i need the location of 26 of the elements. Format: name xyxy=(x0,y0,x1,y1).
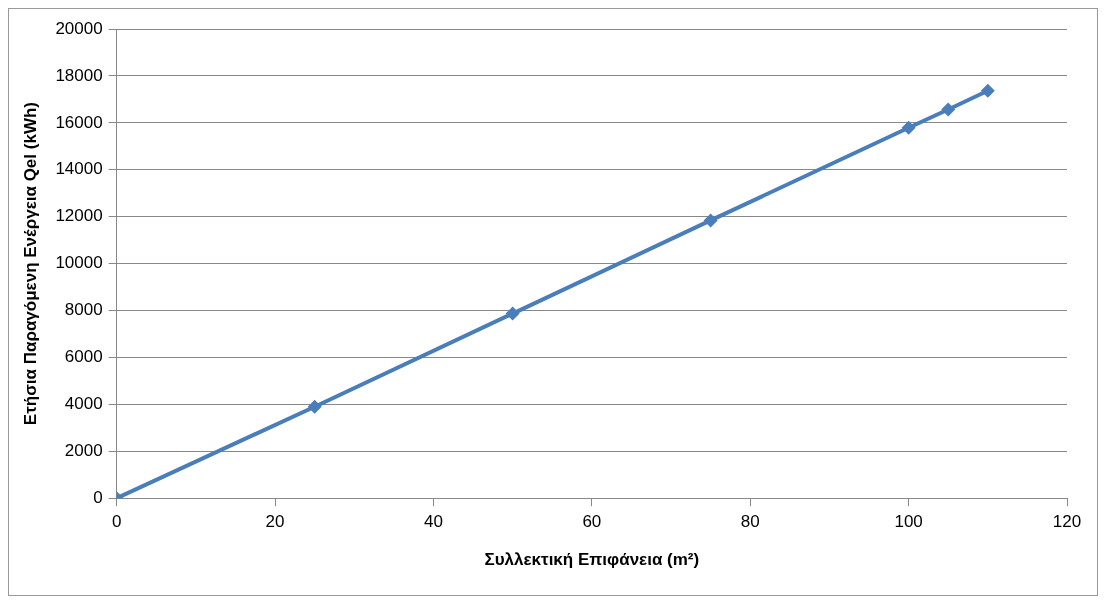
y-axis-title: Ετήσια Παραγόμενη Ενέργεια Qel (kWh) xyxy=(20,102,40,426)
y-tick-label: 12000 xyxy=(55,206,103,226)
y-tick-label: 4000 xyxy=(64,394,103,414)
x-axis-title: Συλλεκτική Επιφάνεια (m²) xyxy=(484,550,700,570)
y-tick-label: 0 xyxy=(93,487,103,507)
point xyxy=(980,83,995,98)
x-tick-label: 40 xyxy=(423,512,443,532)
y-tick-label: 18000 xyxy=(55,65,103,85)
point xyxy=(941,102,956,117)
point xyxy=(505,306,520,321)
y-tick-label: 16000 xyxy=(55,112,103,132)
y-tick-label: 2000 xyxy=(64,440,103,460)
y-tick-label: 10000 xyxy=(55,253,103,273)
y-tick-label: 8000 xyxy=(64,300,103,320)
y-tick-label: 20000 xyxy=(55,18,103,38)
x-tick-label: 60 xyxy=(582,512,602,532)
point xyxy=(901,120,916,135)
point xyxy=(307,399,322,414)
x-tick-label: 120 xyxy=(1052,512,1082,532)
y-tick-label: 6000 xyxy=(64,347,103,367)
x-tick-label: 100 xyxy=(894,512,923,532)
x-tick-label: 0 xyxy=(111,512,122,532)
x-tick-label: 80 xyxy=(740,512,760,532)
x-tick-label: 20 xyxy=(265,512,285,532)
point xyxy=(703,213,718,228)
y-tick-label: 14000 xyxy=(55,159,103,179)
